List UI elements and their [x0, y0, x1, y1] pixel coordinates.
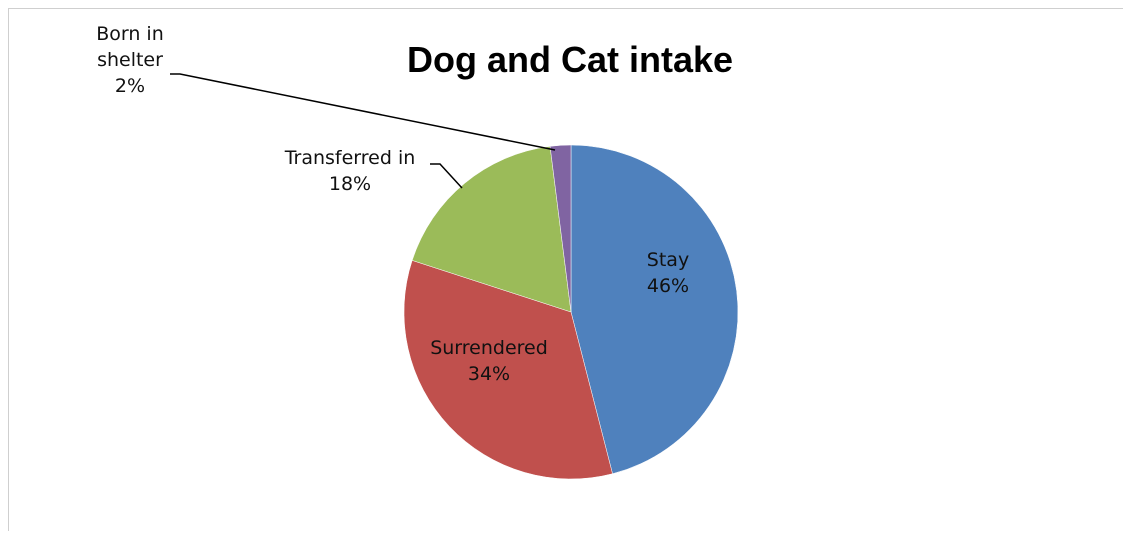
slice-label-stay: Stay [647, 249, 689, 271]
pie-slice-transferred-in [411, 146, 572, 313]
leader-line-born-in-shelter [170, 73, 556, 151]
pie-slice-surrendered [403, 260, 613, 480]
slice-value-born-in-shelter: 2% [115, 75, 145, 97]
slice-label-transferred-in: Transferred in [284, 147, 416, 169]
slice-value-stay: 46% [647, 275, 689, 297]
pie-slice-born-in-shelter [549, 144, 572, 313]
slice-label-born-in-shelter: Born in [96, 23, 164, 45]
leader-line-transferred-in [430, 163, 463, 189]
slice-label-born-in-shelter: shelter [97, 49, 163, 71]
slice-label-surrendered: Surrendered [430, 337, 548, 359]
pie-slice-stay [570, 144, 739, 475]
chart-frame [8, 8, 1123, 531]
slice-value-surrendered: 34% [468, 363, 510, 385]
slice-value-transferred-in: 18% [329, 173, 371, 195]
chart-title: Dog and Cat intake [407, 39, 733, 80]
